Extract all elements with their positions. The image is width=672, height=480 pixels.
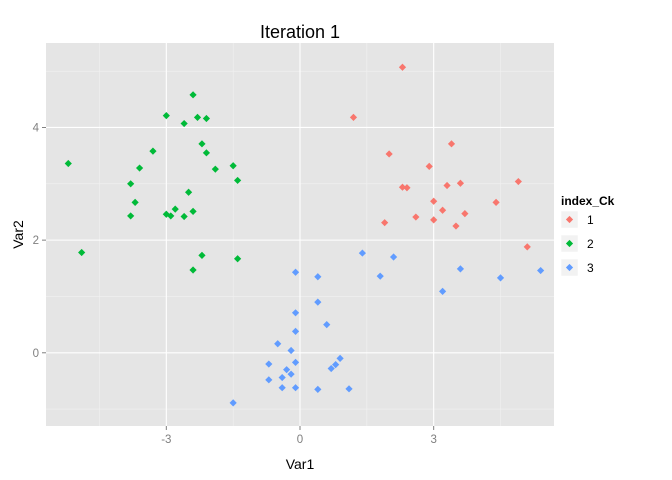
data-point-series-3: [265, 376, 273, 384]
data-point-series-2: [171, 205, 179, 213]
data-point-series-1: [425, 162, 433, 170]
data-point-series-2: [189, 266, 197, 274]
x-tick-label: 3: [430, 434, 436, 446]
data-point-series-3: [314, 385, 322, 393]
data-point-series-2: [131, 198, 139, 206]
data-point-series-3: [336, 354, 344, 363]
data-point-series-1: [461, 210, 469, 218]
data-point-series-1: [456, 179, 465, 187]
data-point-series-1: [381, 219, 389, 227]
data-point-series-1: [438, 206, 447, 214]
x-axis: -3 0 3: [161, 426, 437, 446]
grid-major: [46, 43, 554, 426]
data-point-series-1: [349, 113, 358, 121]
data-point-series-2: [211, 165, 219, 173]
data-point-series-2: [127, 212, 135, 220]
legend-key-marker: [565, 215, 574, 224]
data-point-series-2: [193, 113, 202, 121]
data-point-series-1: [430, 197, 438, 205]
legend-title: index_Ck: [561, 194, 615, 208]
data-point-series-1: [385, 150, 393, 158]
data-point-series-2: [64, 159, 72, 168]
data-point-series-2: [180, 212, 188, 221]
x-axis-title: Var1: [286, 456, 315, 472]
data-point-series-2: [135, 164, 144, 172]
data-point-series-2: [234, 176, 242, 185]
data-point-series-2: [184, 188, 193, 196]
data-point-series-3: [438, 287, 447, 295]
data-point-series-1: [398, 183, 407, 191]
data-point-series-1: [523, 243, 531, 251]
data-point-series-1: [492, 198, 500, 206]
data-point-series-3: [345, 385, 353, 393]
y-axis-title: Var2: [10, 220, 26, 249]
data-point-series-3: [456, 265, 465, 273]
data-point-series-2: [202, 149, 211, 157]
legend-item-label: 1: [587, 213, 594, 227]
data-point-series-2: [198, 251, 206, 259]
chart-title: Iteration 1: [260, 22, 340, 42]
data-point-series-3: [229, 399, 237, 407]
y-tick-label: 4: [33, 122, 40, 134]
data-point-series-3: [291, 327, 300, 335]
data-point-series-1: [398, 63, 407, 71]
data-point-series-3: [314, 298, 322, 306]
data-point-series-2: [78, 248, 86, 257]
data-point-series-3: [291, 309, 300, 317]
data-point-series-3: [314, 273, 322, 281]
y-axis: 0 2 4: [33, 122, 46, 360]
y-tick-label: 0: [33, 348, 39, 360]
data-point-series-3: [291, 268, 300, 276]
data-point-series-1: [443, 181, 451, 190]
data-point-series-3: [265, 360, 273, 368]
data-point-series-3: [496, 274, 505, 282]
legend-item-label: 3: [587, 261, 594, 275]
data-point-series-3: [537, 266, 545, 275]
data-point-series-2: [229, 162, 237, 170]
legend-key-marker: [565, 263, 574, 272]
data-point-series-2: [149, 147, 157, 155]
data-point-series-3: [389, 253, 398, 261]
data-point-series-3: [291, 384, 300, 392]
data-point-series-3: [323, 321, 331, 329]
x-tick-label: -3: [161, 434, 171, 446]
data-point-series-3: [332, 361, 340, 369]
data-point-series-3: [287, 370, 295, 378]
y-tick-label: 2: [33, 235, 39, 247]
data-point-series-2: [234, 255, 242, 263]
data-point-series-2: [127, 180, 135, 188]
x-tick-label: 0: [297, 434, 303, 446]
legend: index_Ck 1 2 3: [560, 194, 615, 277]
data-point-series-3: [278, 373, 286, 382]
data-point-series-2: [167, 212, 175, 220]
data-point-series-1: [430, 216, 438, 224]
data-point-series-2: [180, 119, 188, 128]
legend-key-marker: [565, 239, 574, 248]
data-point-series-2: [189, 91, 197, 99]
data-point-series-2: [162, 112, 170, 120]
data-point-series-3: [376, 272, 384, 280]
data-point-series-3: [358, 249, 366, 257]
data-point-series-3: [327, 364, 335, 373]
legend-item-label: 2: [587, 237, 594, 251]
data-point-series-1: [447, 140, 456, 148]
data-point-series-1: [412, 213, 420, 221]
data-point-series-1: [403, 184, 411, 192]
data-point-series-3: [283, 366, 291, 374]
data-point-series-3: [278, 384, 286, 392]
data-points: [64, 63, 545, 407]
data-point-series-3: [274, 340, 282, 348]
data-point-series-2: [202, 114, 211, 123]
data-point-series-2: [198, 140, 206, 148]
data-point-series-2: [189, 207, 197, 216]
data-point-series-3: [287, 346, 295, 355]
data-point-series-3: [291, 358, 300, 366]
data-point-series-1: [514, 177, 522, 186]
data-point-series-1: [452, 222, 460, 230]
